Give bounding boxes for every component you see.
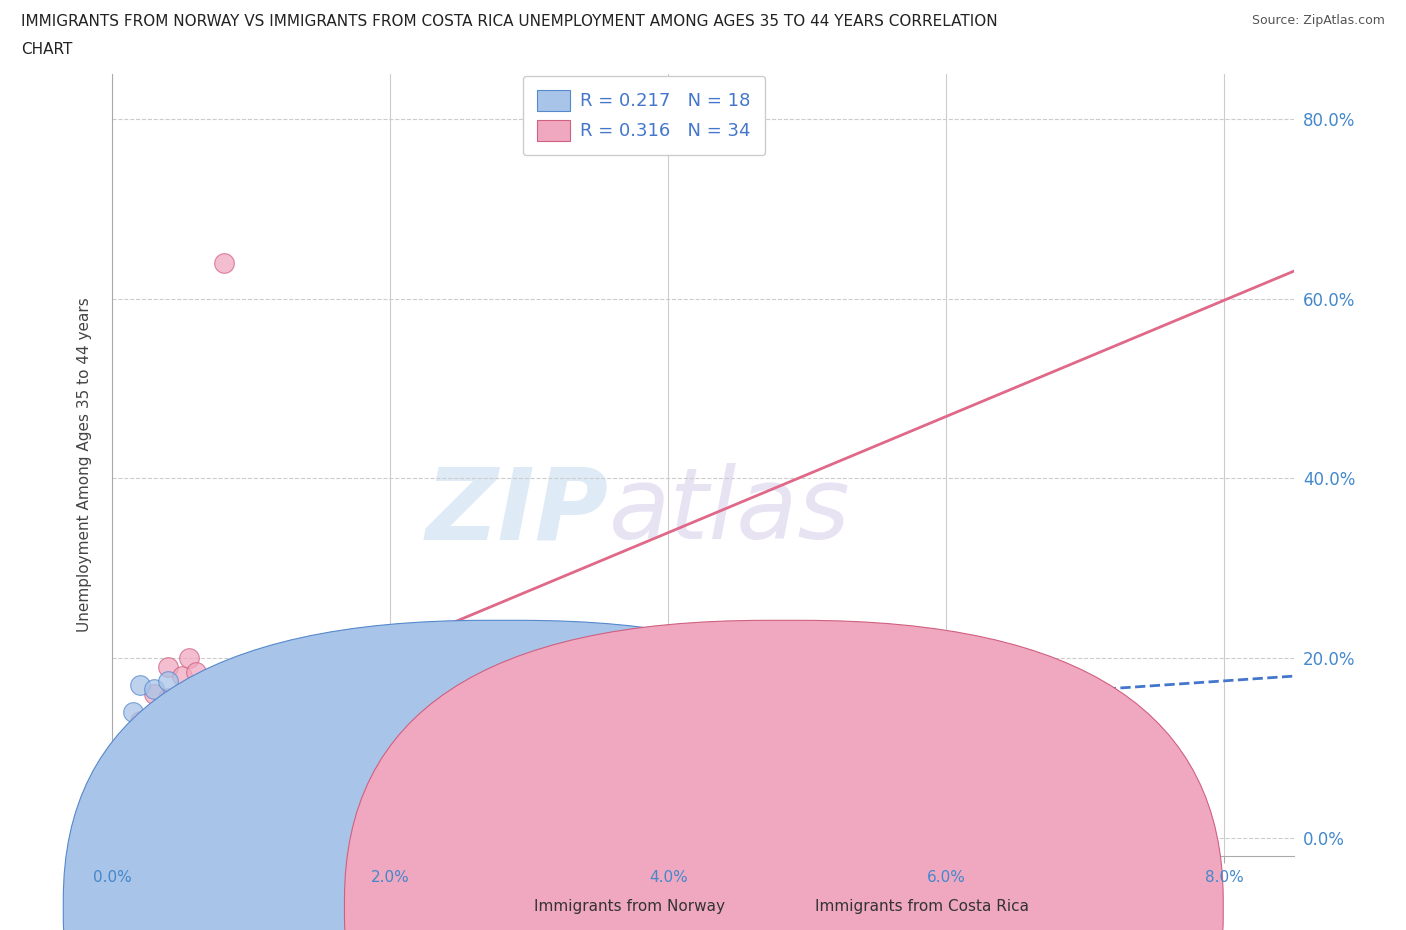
Point [380, 713, 402, 728]
Point [143, 754, 166, 769]
Point [184, 664, 207, 679]
Point [143, 723, 166, 737]
Point [129, 785, 152, 800]
Point [177, 651, 200, 666]
Point [157, 750, 180, 764]
Point [122, 705, 145, 720]
Point [143, 713, 166, 728]
Point [129, 750, 152, 764]
Text: Immigrants from Norway: Immigrants from Norway [534, 899, 725, 914]
Text: 4.0%: 4.0% [650, 870, 688, 884]
Point [212, 256, 235, 271]
Point [269, 655, 291, 670]
Point [108, 794, 131, 809]
Point [143, 682, 166, 697]
Point [115, 804, 138, 818]
Point [170, 669, 193, 684]
Point [406, 750, 429, 764]
Text: 2.0%: 2.0% [371, 870, 409, 884]
Text: 6.0%: 6.0% [927, 870, 966, 884]
Point [101, 785, 124, 800]
Text: Source: ZipAtlas.com: Source: ZipAtlas.com [1251, 14, 1385, 27]
Point [115, 745, 138, 760]
Point [101, 767, 124, 782]
Point [1018, 691, 1040, 706]
Point [157, 659, 180, 674]
Y-axis label: Unemployment Among Ages 35 to 44 years: Unemployment Among Ages 35 to 44 years [77, 298, 91, 632]
Text: ZIP: ZIP [426, 463, 609, 561]
Point [170, 794, 193, 809]
Text: atlas: atlas [609, 463, 851, 561]
Point [115, 812, 138, 827]
Point [170, 709, 193, 724]
Point [101, 821, 124, 836]
Point [198, 682, 221, 697]
Point [170, 691, 193, 706]
Point [157, 673, 180, 688]
Text: Immigrants from Costa Rica: Immigrants from Costa Rica [815, 899, 1029, 914]
Point [295, 673, 318, 688]
Point [129, 790, 152, 804]
Point [122, 794, 145, 809]
Point [129, 812, 152, 827]
Point [157, 723, 180, 737]
Point [143, 767, 166, 782]
Point [129, 713, 152, 728]
Point [129, 750, 152, 764]
Point [101, 821, 124, 836]
Point [101, 812, 124, 827]
Point [352, 731, 374, 746]
Point [115, 777, 138, 791]
Point [101, 781, 124, 796]
Text: 8.0%: 8.0% [1205, 870, 1243, 884]
Point [143, 686, 166, 701]
Point [101, 804, 124, 818]
Point [129, 678, 152, 693]
Point [108, 826, 131, 841]
Point [101, 804, 124, 818]
Point [226, 669, 249, 684]
Text: 0.0%: 0.0% [93, 870, 132, 884]
Point [143, 812, 166, 827]
Point [101, 830, 124, 845]
Text: CHART: CHART [21, 42, 73, 57]
Point [157, 691, 180, 706]
Point [977, 700, 1000, 715]
Legend: R = 0.217   N = 18, R = 0.316   N = 34: R = 0.217 N = 18, R = 0.316 N = 34 [523, 75, 765, 155]
Text: IMMIGRANTS FROM NORWAY VS IMMIGRANTS FROM COSTA RICA UNEMPLOYMENT AMONG AGES 35 : IMMIGRANTS FROM NORWAY VS IMMIGRANTS FRO… [21, 14, 998, 29]
